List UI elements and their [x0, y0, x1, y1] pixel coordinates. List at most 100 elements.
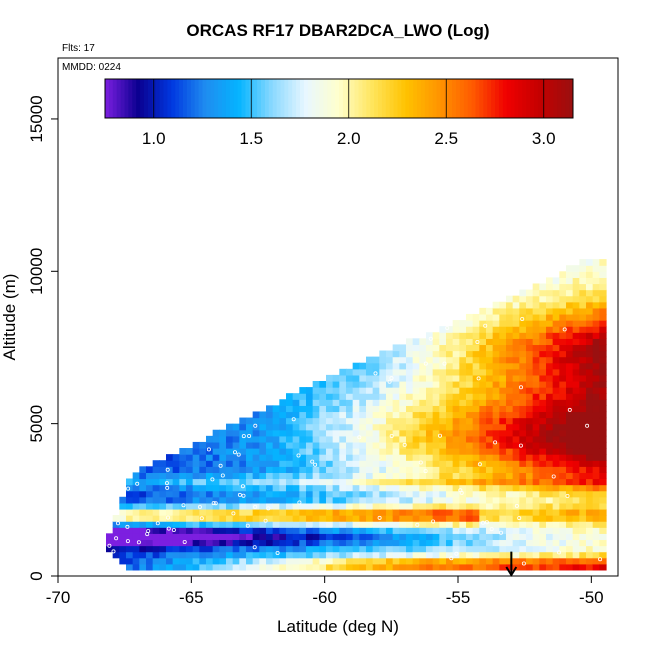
- heatmap-cell: [466, 320, 474, 327]
- heatmap-cell: [452, 496, 460, 504]
- heatmap-cell: [592, 454, 600, 461]
- heatmap-cell: [399, 527, 407, 534]
- heatmap-cell: [392, 411, 400, 419]
- heatmap-cell: [506, 344, 514, 352]
- heatmap-cell: [479, 545, 487, 553]
- heatmap-cell: [472, 545, 480, 553]
- heatmap-cell: [586, 502, 594, 510]
- heatmap-cell: [599, 313, 607, 321]
- heatmap-cell: [432, 460, 440, 467]
- heatmap-cell: [306, 472, 314, 480]
- colorbar-swatch: [331, 79, 336, 118]
- heatmap-cell: [512, 320, 520, 327]
- heatmap-cell: [466, 374, 474, 382]
- heatmap-cell: [286, 472, 294, 480]
- heatmap-cell: [332, 374, 340, 382]
- heatmap-cell: [339, 490, 347, 498]
- heatmap-cell: [479, 307, 487, 315]
- heatmap-cell: [259, 545, 267, 553]
- heatmap-cell: [312, 472, 320, 480]
- heatmap-cell: [579, 405, 587, 413]
- sample-dot: [182, 540, 187, 545]
- sample-dot: [428, 336, 433, 341]
- heatmap-cell: [412, 423, 420, 431]
- heatmap-cell: [586, 277, 594, 285]
- heatmap-cell: [379, 393, 387, 400]
- heatmap-cell: [446, 490, 454, 498]
- heatmap-cell: [546, 301, 554, 309]
- heatmap-cell: [426, 393, 434, 400]
- heatmap-cell: [459, 460, 467, 467]
- heatmap-cell: [172, 496, 180, 504]
- heatmap-cell: [486, 356, 494, 364]
- heatmap-cell: [272, 435, 280, 443]
- heatmap-cell: [512, 387, 520, 394]
- heatmap-cell: [479, 350, 487, 358]
- heatmap-cell: [506, 472, 514, 480]
- heatmap-cell: [539, 283, 547, 291]
- heatmap-cell: [506, 338, 514, 346]
- heatmap-cell: [466, 545, 474, 553]
- heatmap-cell: [346, 380, 354, 388]
- heatmap-cell: [512, 393, 520, 400]
- heatmap-cell: [406, 527, 414, 534]
- heatmap-cell: [126, 502, 134, 510]
- heatmap-cell: [439, 496, 447, 504]
- heatmap-cell: [519, 368, 527, 376]
- heatmap-cell: [492, 338, 500, 346]
- heatmap-cell: [199, 472, 207, 480]
- heatmap-cell: [519, 539, 527, 547]
- heatmap-cell: [479, 508, 487, 516]
- heatmap-cell: [499, 533, 507, 541]
- heatmap-cell: [539, 393, 547, 400]
- heatmap-cell: [339, 557, 347, 565]
- heatmap-cell: [552, 539, 560, 547]
- heatmap-cell: [446, 399, 454, 406]
- heatmap-cell: [559, 454, 567, 461]
- heatmap-cell: [599, 289, 607, 297]
- heatmap-cell: [566, 320, 574, 327]
- heatmap-cell: [492, 393, 500, 400]
- heatmap-cell: [552, 289, 560, 297]
- heatmap-cell: [559, 338, 567, 346]
- heatmap-cell: [579, 454, 587, 461]
- heatmap-cell: [386, 362, 394, 370]
- heatmap-cell: [372, 502, 380, 510]
- heatmap-cell: [472, 387, 480, 394]
- heatmap-cell: [579, 356, 587, 364]
- heatmap-cell: [439, 356, 447, 364]
- heatmap-cell: [299, 557, 307, 565]
- heatmap-cell: [126, 521, 134, 528]
- heatmap-cell: [132, 490, 140, 498]
- heatmap-cell: [552, 496, 560, 504]
- heatmap-cell: [566, 448, 574, 455]
- heatmap-cell: [586, 350, 594, 358]
- heatmap-cell: [146, 478, 154, 486]
- date-annotation: MMDD: 0224: [62, 62, 121, 73]
- heatmap-cell: [532, 454, 540, 461]
- heatmap-cell: [152, 515, 160, 522]
- heatmap-cell: [466, 356, 474, 364]
- heatmap-cell: [539, 466, 547, 473]
- heatmap-cell: [566, 399, 574, 406]
- colorbar-swatch: [163, 79, 168, 118]
- heatmap-cell: [599, 399, 607, 406]
- heatmap-cell: [472, 460, 480, 467]
- heatmap-cell: [566, 496, 574, 504]
- colorbar-swatch: [257, 79, 262, 118]
- heatmap-cell: [492, 332, 500, 339]
- heatmap-cell: [372, 545, 380, 553]
- heatmap-cell: [479, 326, 487, 333]
- heatmap-cell: [299, 417, 307, 425]
- heatmap-cell: [492, 563, 500, 571]
- heatmap-cell: [459, 441, 467, 449]
- heatmap-cell: [499, 326, 507, 333]
- heatmap-cell: [512, 502, 520, 510]
- heatmap-cell: [339, 441, 347, 449]
- heatmap-cell: [219, 502, 227, 510]
- heatmap-cell: [352, 429, 360, 437]
- heatmap-cell: [492, 466, 500, 473]
- heatmap-cell: [586, 563, 594, 571]
- heatmap-cell: [306, 393, 314, 400]
- heatmap-cell: [366, 484, 374, 492]
